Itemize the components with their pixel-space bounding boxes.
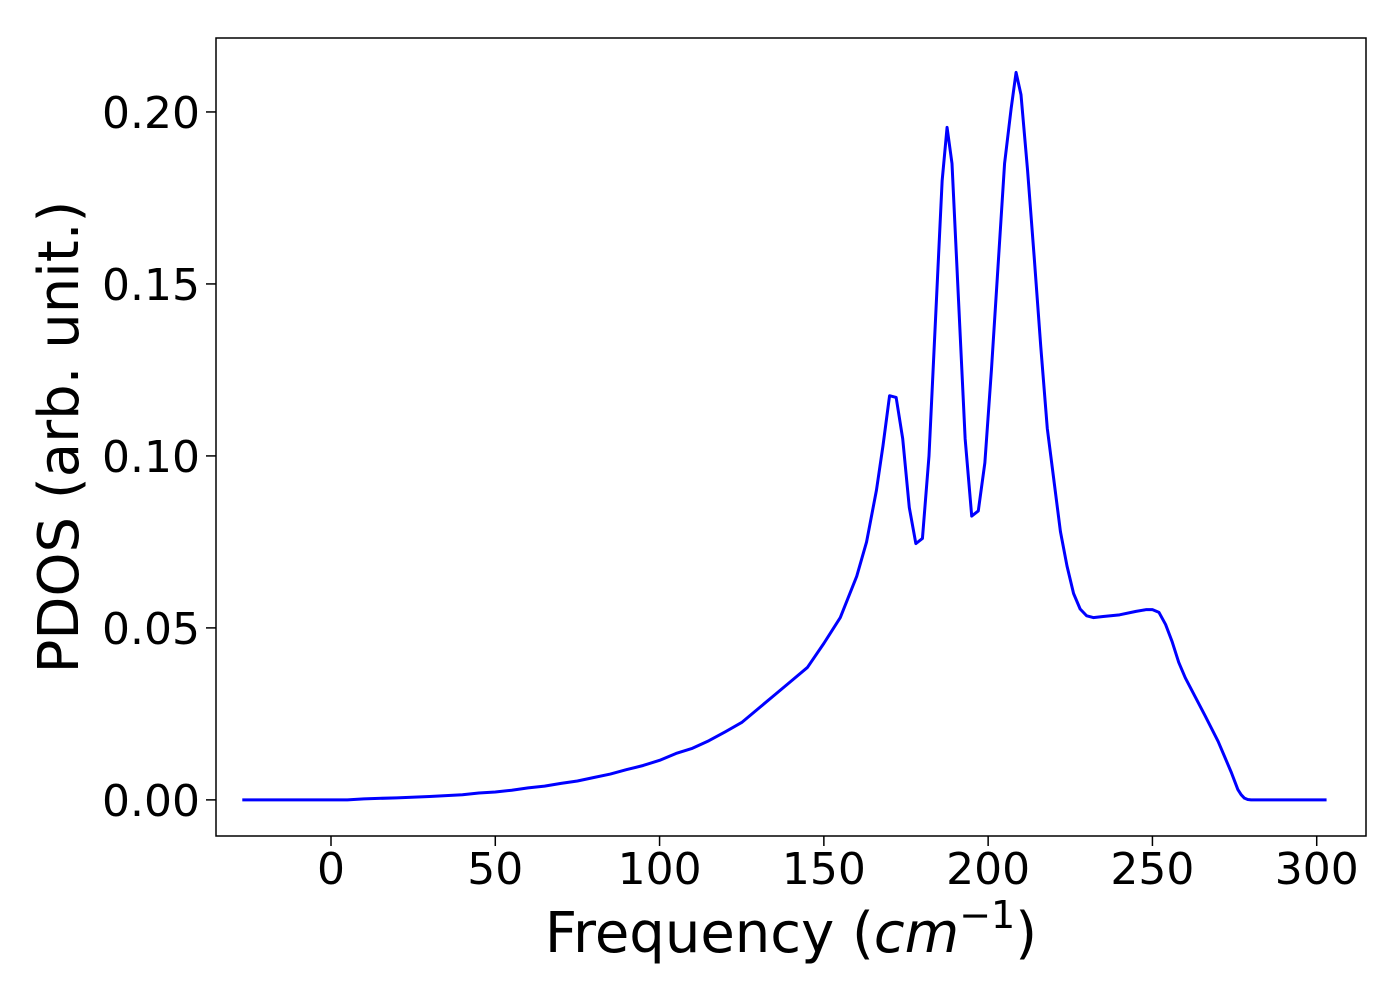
plot-frame [215, 37, 1367, 837]
x-tick-label-1: 50 [467, 844, 523, 895]
y-tick-label-3: 0.15 [102, 260, 200, 311]
ticks: 0 50 100 150 200 250 300 0.00 0.05 0.10 0.15 0.20 [102, 88, 1359, 895]
y-tick-label-0: 0.00 [102, 776, 200, 827]
y-tick-label-1: 0.05 [102, 604, 200, 655]
series-line [242, 70, 1327, 802]
x-axis-label-unit: cm [874, 901, 959, 966]
x-tick-label-0: 0 [317, 844, 345, 895]
x-tick-label-6: 300 [1275, 844, 1359, 895]
x-tick-label-2: 100 [618, 844, 702, 895]
x-axis-label-exponent: −1 [959, 893, 1015, 937]
x-axis-label-close: ) [1015, 901, 1037, 966]
x-axis-label: Frequency (cm−1) [545, 893, 1037, 966]
plot-background [216, 38, 1366, 836]
y-tick-label-4: 0.20 [102, 88, 200, 139]
x-tick-label-4: 200 [946, 844, 1030, 895]
x-axis-label-main: Frequency ( [545, 901, 874, 966]
y-tick-label-2: 0.10 [102, 432, 200, 483]
x-tick-label-3: 150 [782, 844, 866, 895]
x-tick-label-5: 250 [1110, 844, 1194, 895]
y-axis-label: PDOS (arb. unit.) [27, 201, 92, 674]
